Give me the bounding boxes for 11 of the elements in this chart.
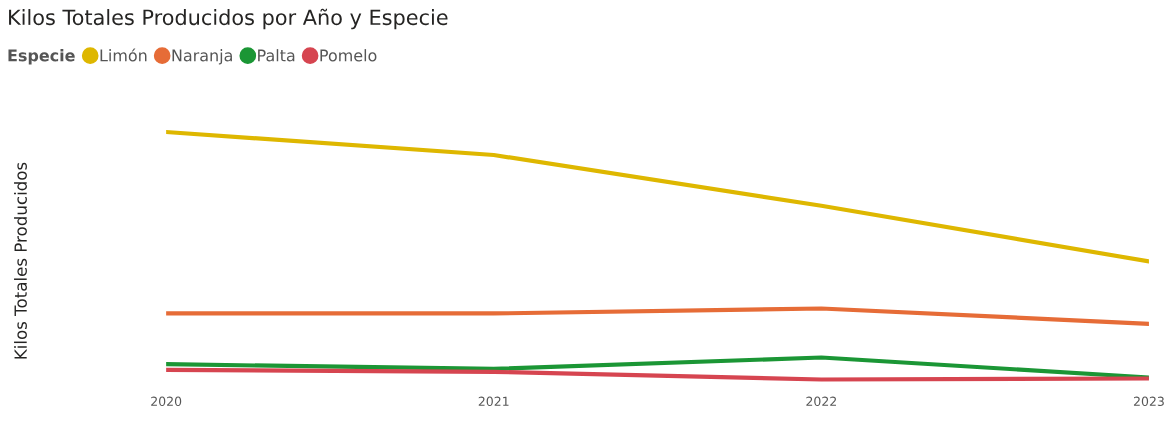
- x-tick-label: 2022: [806, 396, 836, 407]
- x-tick-label: 2021: [478, 396, 509, 407]
- x-tick-label: 2020: [151, 396, 182, 407]
- legend-title: Especie: [8, 49, 75, 65]
- legend-label: Limón: [100, 48, 147, 62]
- y-axis-title: Kilos Totales Producidos: [14, 162, 27, 359]
- x-tick-label: 2023: [1133, 396, 1164, 407]
- legend-label: Palta: [258, 49, 295, 62]
- legend-label: Naranja: [172, 49, 232, 65]
- legend-label: Pomelo: [320, 49, 377, 62]
- chart-title: Kilos Totales Producidos por Año y Especie: [9, 8, 448, 30]
